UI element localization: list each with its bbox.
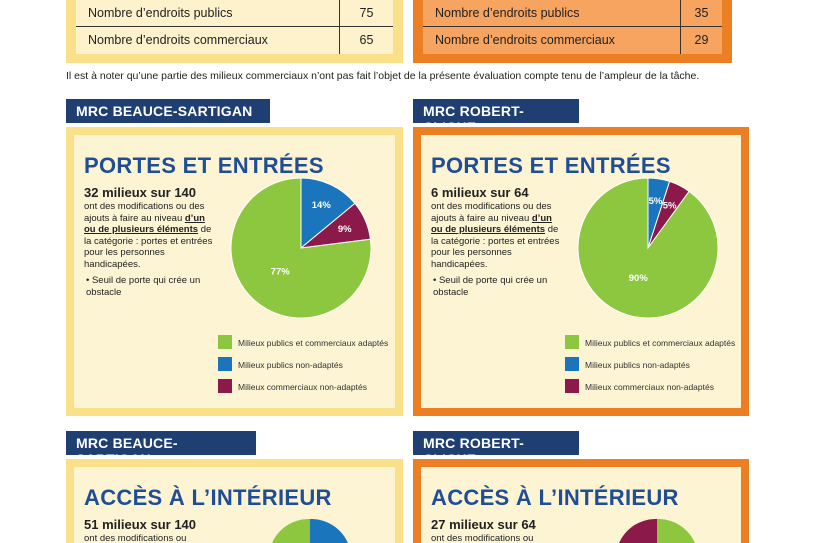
pie-chart-partial: [619, 519, 695, 543]
stats-value: 75: [339, 0, 393, 26]
panel-portes-robert-cliche: PORTES ET ENTRÉES 6 milieux sur 64 ont d…: [413, 127, 749, 416]
region-label: MRC ROBERT-CLICHE: [413, 431, 579, 467]
stats-table: Nombre d’endroits publics 75 Nombre d’en…: [76, 0, 393, 54]
stats-box-beauce: Nombre d’endroits publics 75 Nombre d’en…: [66, 0, 403, 63]
region-label: MRC BEAUCE-SARTIGAN: [66, 431, 256, 467]
desc-emphasis: d’un ou de plusieurs éléments: [431, 212, 552, 236]
stats-label: Nombre d’endroits publics: [435, 6, 580, 20]
stats-row-public: Nombre d’endroits publics 35: [423, 0, 722, 27]
desc-text: de la catégorie : portes et entrées pour…: [84, 224, 213, 270]
count-heading: 27 milieux sur 64: [431, 517, 536, 532]
count-heading: 32 milieux sur 140: [84, 185, 197, 200]
panel-acces-beauce: ACCÈS À L’INTÉRIEUR 51 milieux sur 140 o…: [66, 459, 403, 543]
pie-slice: [577, 177, 719, 319]
legend-swatch: [565, 357, 579, 371]
stats-box-robert-cliche: Nombre d’endroits publics 35 Nombre d’en…: [413, 0, 732, 63]
legend-label: Milieux commerciaux non-adaptés: [238, 382, 367, 392]
stats-row-commercial: Nombre d’endroits commerciaux 65: [76, 27, 393, 54]
description: ont des modifications ou: [84, 533, 187, 543]
legend-label: Milieux publics et commerciaux adaptés: [585, 338, 736, 348]
desc-emphasis: d’un ou de plusieurs éléments: [84, 212, 205, 236]
pie-slice: [230, 177, 372, 319]
legend-swatch: [218, 379, 232, 393]
stats-row-public: Nombre d’endroits publics 75: [76, 0, 393, 27]
region-label: MRC ROBERT-CLICHE: [413, 99, 579, 135]
legend-label: Milieux commerciaux non-adaptés: [585, 382, 714, 392]
stats-value: 35: [680, 0, 722, 26]
stats-label: Nombre d’endroits publics: [88, 6, 233, 20]
pie-slice: [310, 519, 348, 543]
region-label: MRC BEAUCE-SARTIGAN: [66, 99, 270, 123]
legend-swatch: [565, 335, 579, 349]
panel-acces-robert-cliche: ACCÈS À L’INTÉRIEUR 27 milieux sur 64 on…: [413, 459, 749, 543]
stats-row-commercial: Nombre d’endroits commerciaux 29: [423, 27, 722, 54]
pie-slice: [657, 519, 695, 543]
legend-swatch: [565, 379, 579, 393]
pie-chart-partial: [272, 519, 348, 543]
panel-title: ACCÈS À L’INTÉRIEUR: [84, 485, 332, 510]
desc-text: de la catégorie : portes et entrées pour…: [431, 224, 560, 270]
desc-text: ont des modifications ou des ajouts à fa…: [84, 201, 205, 224]
evaluation-note: Il est à noter qu’une partie des milieux…: [66, 70, 700, 82]
description: ont des modifications ou des ajouts à fa…: [431, 201, 566, 270]
desc-text: ont des modifications ou des ajouts à fa…: [431, 201, 552, 224]
legend-label: Milieux publics non-adaptés: [585, 360, 690, 370]
description: ont des modifications ou: [431, 533, 534, 543]
count-heading: 51 milieux sur 140: [84, 517, 197, 532]
pie-data-label: 14%: [312, 200, 332, 211]
bullet-item: • Seuil de porte qui crée un obstacle: [86, 275, 201, 298]
legend-label: Milieux publics non-adaptés: [238, 360, 343, 370]
pie-slice: [619, 519, 657, 543]
stats-label: Nombre d’endroits commerciaux: [88, 33, 268, 47]
stats-value: 65: [339, 27, 393, 54]
legend-label: Milieux publics et commerciaux adaptés: [238, 338, 389, 348]
pie-data-label: 9%: [338, 224, 352, 235]
pie-slice: [300, 177, 356, 250]
pie-chart: 14% 9% 77%: [230, 177, 372, 319]
stats-label: Nombre d’endroits commerciaux: [435, 33, 615, 47]
pie-chart: 5% 5% 90%: [577, 177, 719, 319]
panel-title: PORTES ET ENTRÉES: [431, 153, 671, 178]
count-heading: 6 milieux sur 64: [431, 185, 529, 200]
panel-title: ACCÈS À L’INTÉRIEUR: [431, 485, 679, 510]
pie-data-label: 77%: [271, 267, 291, 278]
pie-slice: [272, 519, 310, 543]
legend-swatch: [218, 335, 232, 349]
stats-table: Nombre d’endroits publics 35 Nombre d’en…: [423, 0, 722, 54]
bullet-item: • Seuil de porte qui crée un obstacle: [433, 275, 548, 298]
stats-value: 29: [680, 27, 722, 54]
pie-data-label: 5%: [663, 201, 677, 212]
panel-title: PORTES ET ENTRÉES: [84, 153, 324, 178]
description: ont des modifications ou des ajouts à fa…: [84, 201, 219, 270]
pie-data-label: 5%: [649, 196, 663, 207]
pie-data-label: 90%: [629, 273, 649, 284]
panel-portes-beauce: PORTES ET ENTRÉES 32 milieux sur 140 ont…: [66, 127, 403, 416]
legend-swatch: [218, 357, 232, 371]
